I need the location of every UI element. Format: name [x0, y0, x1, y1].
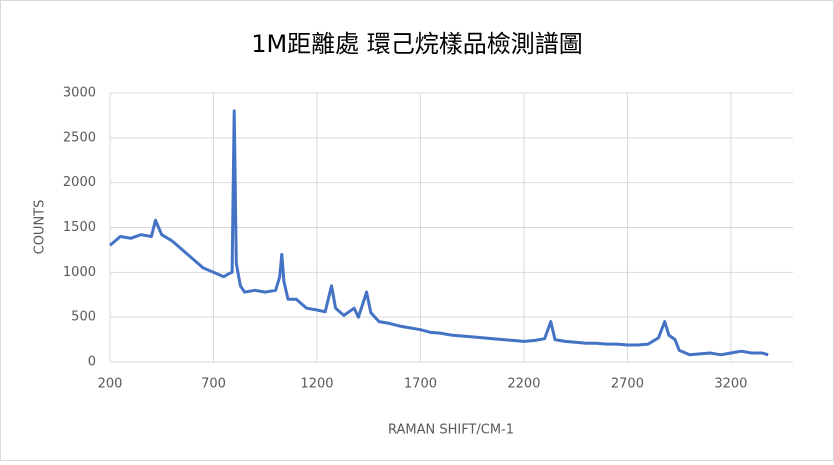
y-tick-label: 1000: [63, 265, 96, 280]
y-tick-label: 2500: [63, 130, 96, 145]
x-tick-label: 2700: [611, 377, 644, 392]
y-tick-label: 2000: [63, 175, 96, 190]
chart-title: 1M距離處 環己烷樣品檢測譜圖: [251, 30, 583, 58]
y-axis-label: COUNTS: [33, 200, 48, 255]
y-tick-label: 3000: [63, 86, 96, 101]
x-tick-label: 700: [201, 377, 226, 392]
y-tick-label: 1500: [63, 220, 96, 235]
x-tick-label: 3200: [714, 377, 747, 392]
x-axis-label: RAMAN SHIFT/CM-1: [388, 423, 514, 438]
data-line: [109, 109, 769, 357]
y-tick-label: 0: [88, 355, 96, 370]
x-tick-label: 1700: [404, 377, 437, 392]
x-tick-label: 1200: [300, 377, 333, 392]
x-tick-label: 2200: [507, 377, 540, 392]
y-tick-label: 500: [71, 310, 96, 325]
x-tick-label: 200: [98, 377, 123, 392]
